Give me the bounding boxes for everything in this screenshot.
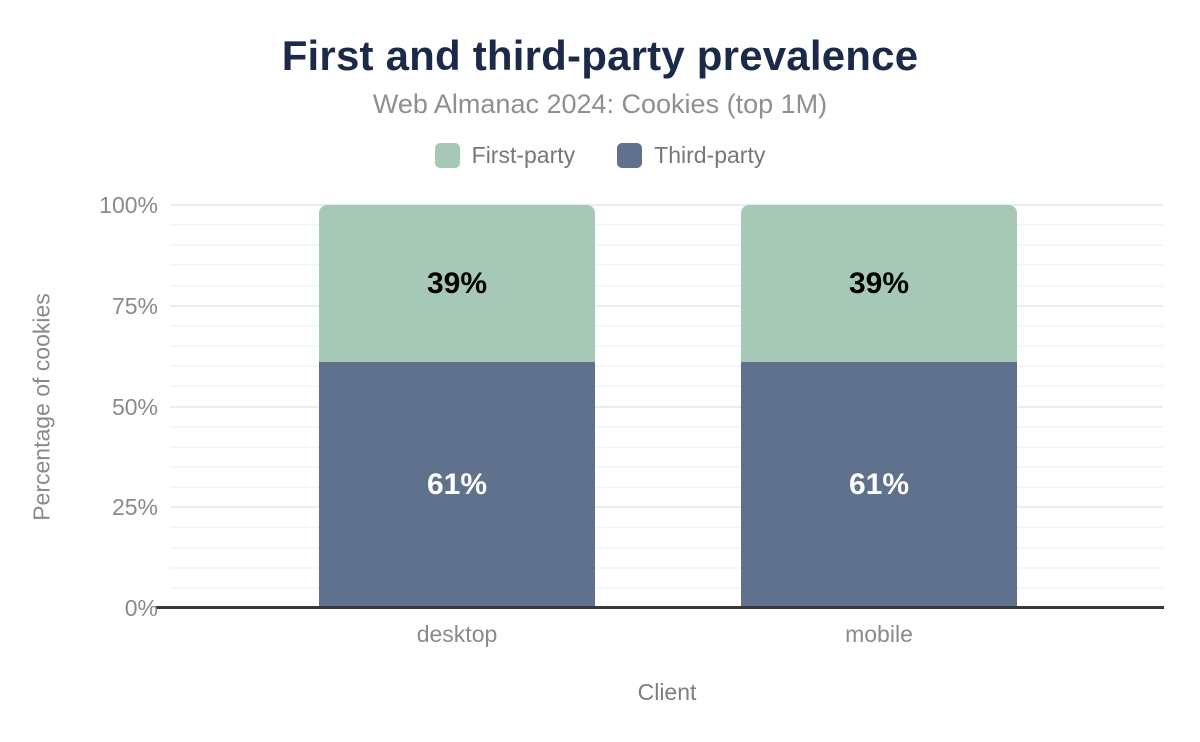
bar-segment: 39% bbox=[741, 205, 1017, 363]
gridline bbox=[170, 204, 1163, 206]
legend-label: First-party bbox=[471, 142, 576, 168]
y-axis-tick-label: 50% bbox=[111, 393, 158, 420]
y-axis-tick-label: 100% bbox=[99, 192, 158, 218]
y-axis-tick-label: 25% bbox=[111, 494, 158, 521]
gridline bbox=[170, 345, 1163, 348]
legend-swatch-icon bbox=[434, 143, 460, 168]
chart-subtitle: Web Almanac 2024: Cookies (top 1M) bbox=[372, 89, 828, 119]
legend-item[interactable]: First-party bbox=[434, 142, 576, 169]
gridline bbox=[170, 445, 1163, 448]
bar-desktop: 61% 39% bbox=[319, 205, 595, 608]
gridline bbox=[170, 244, 1163, 247]
y-axis-tick-label: 0% bbox=[124, 595, 158, 621]
bar-value-label: 61% bbox=[848, 468, 910, 502]
gridline bbox=[170, 546, 1163, 549]
gridline bbox=[170, 405, 1163, 408]
plot-area: 61% 39% 61% 39% bbox=[170, 204, 1163, 608]
gridline bbox=[170, 264, 1163, 267]
gridline bbox=[170, 566, 1163, 569]
gridline bbox=[170, 365, 1163, 368]
gridline bbox=[170, 465, 1163, 468]
legend-swatch-icon bbox=[617, 143, 643, 168]
x-axis-tick-label: mobile bbox=[845, 621, 913, 647]
legend: First-party Third-party bbox=[0, 142, 1200, 169]
bar-value-label: 39% bbox=[426, 266, 488, 300]
gridline bbox=[170, 324, 1163, 327]
bar-segment: 61% bbox=[319, 362, 595, 608]
legend-item[interactable]: Third-party bbox=[617, 142, 765, 169]
bar-segment: 61% bbox=[741, 362, 1017, 608]
gridline bbox=[170, 284, 1163, 287]
gridline bbox=[170, 304, 1163, 307]
gridline bbox=[170, 385, 1163, 388]
gridline bbox=[170, 506, 1163, 509]
legend-label: Third-party bbox=[654, 142, 766, 168]
gridline bbox=[170, 425, 1163, 428]
x-axis-title: Client bbox=[637, 679, 697, 705]
chart-title: First and third-party prevalence bbox=[281, 32, 919, 79]
gridline bbox=[170, 586, 1163, 589]
bar-segment: 39% bbox=[319, 205, 595, 363]
x-axis-line bbox=[156, 606, 1164, 609]
bar-value-label: 39% bbox=[848, 266, 910, 300]
y-axis-tick-label: 75% bbox=[111, 292, 158, 319]
bar-value-label: 61% bbox=[426, 468, 488, 502]
gridline bbox=[170, 224, 1163, 227]
bar-mobile: 61% 39% bbox=[741, 205, 1017, 608]
gridline bbox=[170, 526, 1163, 529]
gridline bbox=[170, 486, 1163, 489]
x-axis-tick-label: desktop bbox=[416, 621, 498, 647]
